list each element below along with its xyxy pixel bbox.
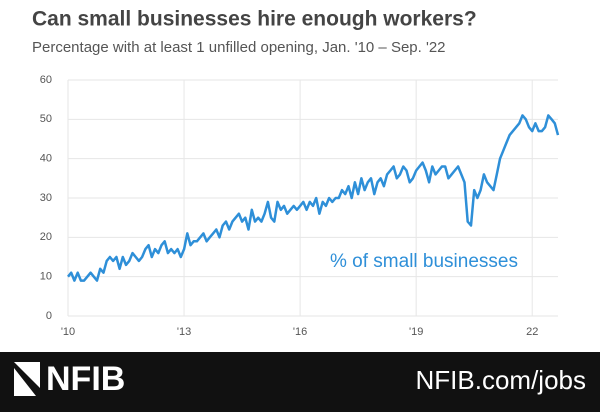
logo-shape xyxy=(14,368,36,396)
logo-text: NFIB xyxy=(46,360,125,398)
y-tick-label: 20 xyxy=(40,231,52,243)
annotation: % of small businesses xyxy=(330,251,518,272)
y-tick-label: 60 xyxy=(40,74,52,86)
x-tick-label: '16 xyxy=(293,326,307,338)
y-tick-label: 10 xyxy=(40,271,52,283)
x-tick-label: '13 xyxy=(177,326,191,338)
y-tick-label: 0 xyxy=(46,310,52,322)
data-line xyxy=(67,114,560,282)
x-tick-label: '19 xyxy=(409,326,423,338)
y-tick-label: 40 xyxy=(40,153,52,165)
chart-title: Can small businesses hire enough workers… xyxy=(32,8,477,31)
x-tick-label: '10 xyxy=(61,326,75,338)
footer-band xyxy=(0,352,600,412)
x-tick-label: 22 xyxy=(526,326,538,338)
footer-url[interactable]: NFIB.com/jobs xyxy=(416,365,587,395)
logo-shape xyxy=(14,362,40,388)
y-tick-label: 50 xyxy=(40,113,52,125)
chart-subtitle: Percentage with at least 1 unfilled open… xyxy=(32,39,446,56)
y-tick-label: 30 xyxy=(40,192,52,204)
